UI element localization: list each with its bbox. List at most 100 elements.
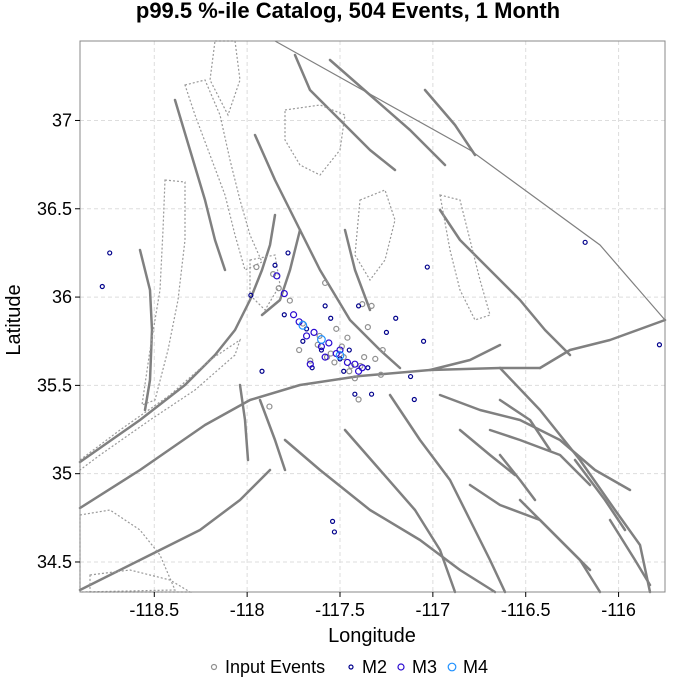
event-point-m3: [289, 311, 298, 319]
fault-line: [78, 468, 272, 592]
event-point-input: [348, 362, 355, 370]
legend-label-m2: M2: [362, 657, 387, 677]
event-point-m3: [306, 360, 314, 368]
chart-title: p99.5 %-ile Catalog, 504 Events, 1 Month: [136, 0, 560, 23]
fault-line: [258, 398, 287, 472]
event-point-input: [270, 271, 277, 278]
event-point-m3: [354, 367, 363, 375]
dotted-zone: [89, 569, 193, 593]
fault-line: [498, 398, 552, 452]
event-point-m2: [424, 264, 430, 270]
event-point-m2: [368, 391, 375, 397]
fault-line: [138, 248, 154, 412]
event-point-m2: [383, 329, 390, 335]
legend-marker-m3: [397, 663, 405, 671]
event-point-input: [364, 323, 371, 331]
event-point-m2: [331, 529, 338, 535]
event-point-m3: [280, 289, 288, 298]
event-point-input: [377, 371, 384, 378]
event-point-input: [372, 355, 379, 362]
legend-label-m4: M4: [463, 657, 488, 677]
fault-line: [538, 318, 667, 370]
event-point-m3: [310, 328, 318, 336]
boundary-diagonal: [274, 40, 666, 321]
event-point-input: [296, 346, 303, 354]
y-tick-label: 36: [52, 287, 72, 307]
event-point-m2: [656, 342, 663, 348]
legend-marker-m4: [447, 662, 457, 672]
event-point-m2: [328, 315, 334, 321]
x-tick-label: -118.5: [129, 600, 179, 620]
event-point-input: [361, 354, 368, 361]
event-point-m2: [322, 303, 328, 309]
plot-area: [78, 40, 667, 594]
dotted-zone: [439, 194, 491, 321]
event-point-input: [333, 325, 340, 332]
event-point-m3: [273, 272, 281, 280]
event-point-input: [344, 334, 351, 341]
event-point-m4: [317, 335, 326, 344]
boundary-line: [274, 40, 666, 321]
y-tick-label: 37: [52, 110, 72, 130]
y-tick-label: 35: [52, 464, 72, 484]
fault-line: [78, 366, 542, 510]
event-point-input: [253, 263, 260, 271]
event-point-m4: [298, 320, 308, 330]
event-point-m2: [318, 347, 325, 353]
legend-marker-input: [210, 663, 218, 671]
fault-line: [343, 228, 372, 312]
plot-background: [80, 41, 665, 592]
event-point-input: [379, 346, 386, 354]
legend-marker-m2: [348, 664, 354, 670]
x-tick-label: -117: [416, 600, 451, 620]
event-point-m2: [355, 303, 362, 309]
dotted-zone: [354, 189, 396, 282]
legend: Input Events M2 M3 M4: [210, 657, 488, 677]
legend-label-input: Input Events: [225, 657, 325, 677]
event-point-m2: [582, 239, 588, 245]
dotted-zone: [141, 179, 186, 406]
fault-line: [293, 53, 397, 172]
fault-line: [428, 343, 502, 372]
x-tick-label: -116: [601, 600, 636, 620]
x-tick-label: -118: [230, 600, 265, 620]
fault-line: [173, 98, 227, 272]
event-point-m3: [351, 360, 359, 368]
event-point-m3: [336, 346, 344, 354]
dotted-zone: [249, 254, 281, 311]
event-point-m2: [281, 312, 287, 318]
fault-line: [488, 428, 592, 487]
event-point-input: [346, 368, 353, 375]
fault-line: [498, 453, 537, 502]
event-point-m2: [272, 262, 278, 268]
event-point-m2: [393, 315, 399, 321]
event-point-input: [322, 279, 329, 287]
event-point-m2: [285, 250, 291, 256]
event-points: [99, 239, 663, 535]
event-point-m2: [411, 396, 417, 403]
x-axis-label: Longitude: [328, 625, 416, 647]
event-point-m2: [329, 518, 336, 524]
plot-frame: [79, 40, 666, 593]
event-point-input: [331, 359, 338, 366]
event-point-input: [275, 285, 282, 292]
fault-line: [343, 428, 457, 594]
event-point-m2: [259, 368, 265, 374]
fault-line: [438, 393, 632, 492]
fault-line: [573, 458, 627, 532]
event-point-m2: [420, 338, 427, 344]
fault-line: [78, 213, 277, 464]
fault-line: [423, 88, 477, 157]
grid-lines: [80, 41, 665, 592]
fault-line: [328, 58, 447, 167]
x-axis-ticks: -118.5 -118 -117.5 -117 -116.5 -116: [129, 592, 636, 620]
y-axis-label: Latitude: [3, 284, 25, 355]
event-point-m2: [346, 347, 352, 353]
event-point-input: [314, 341, 321, 348]
event-point-m3: [321, 353, 329, 361]
dotted-fault-zones: [79, 40, 491, 593]
fault-line: [498, 366, 652, 594]
legend-label-m3: M3: [412, 657, 437, 677]
event-point-input: [368, 302, 375, 310]
